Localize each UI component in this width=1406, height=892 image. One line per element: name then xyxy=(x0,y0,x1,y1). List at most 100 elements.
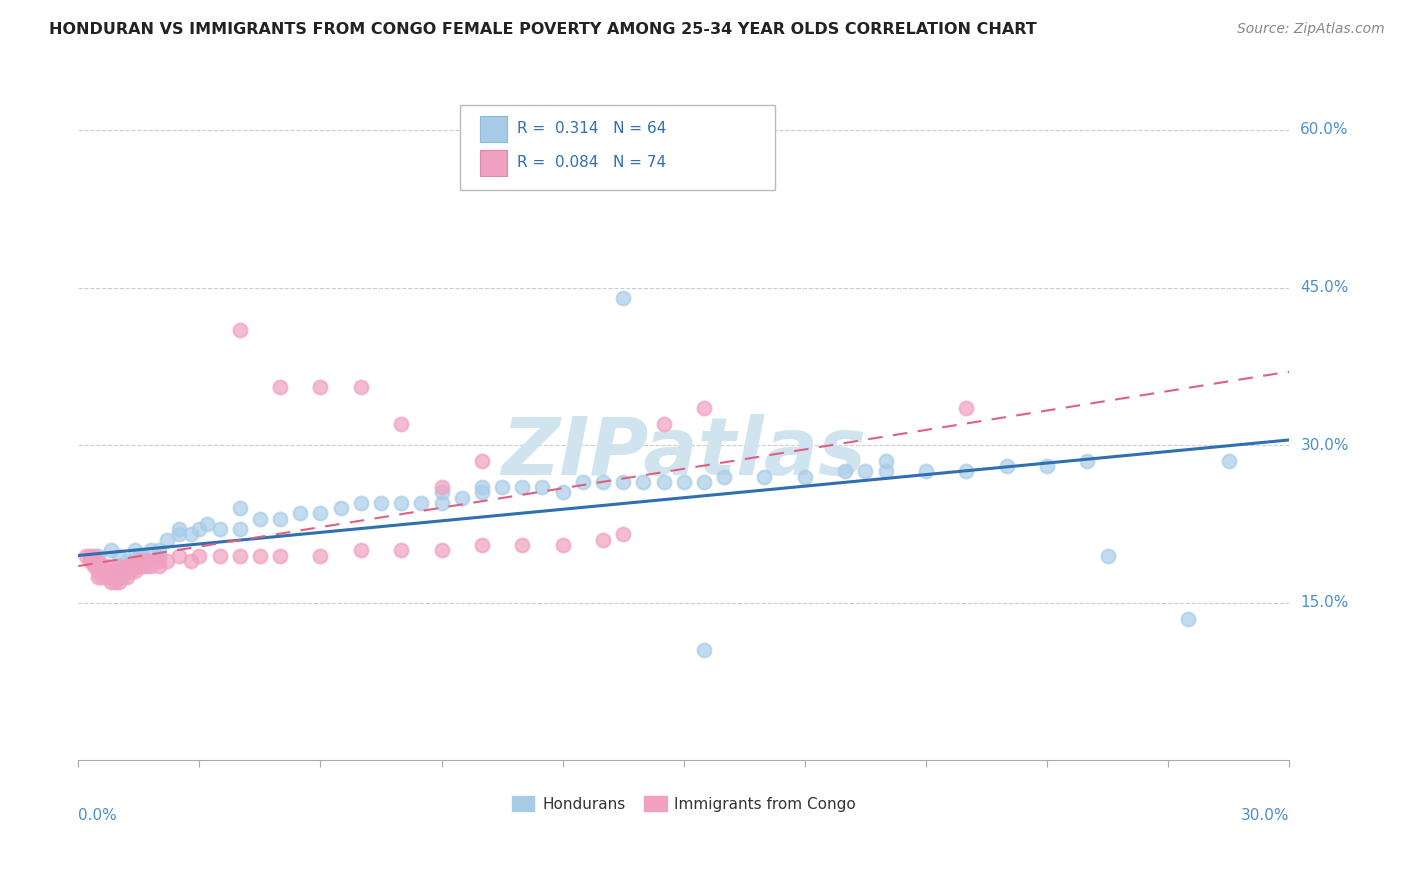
Point xyxy=(693,138,716,153)
Point xyxy=(995,459,1018,474)
Point xyxy=(612,527,634,541)
Point xyxy=(491,480,513,494)
Point xyxy=(135,554,157,568)
Point xyxy=(510,538,533,552)
Point xyxy=(100,574,122,589)
Point xyxy=(229,522,252,536)
Text: HONDURAN VS IMMIGRANTS FROM CONGO FEMALE POVERTY AMONG 25-34 YEAR OLDS CORRELATI: HONDURAN VS IMMIGRANTS FROM CONGO FEMALE… xyxy=(49,22,1038,37)
Point xyxy=(612,475,634,489)
Point xyxy=(115,554,138,568)
Point xyxy=(389,496,412,510)
Point xyxy=(633,475,655,489)
Point xyxy=(672,475,695,489)
Point xyxy=(124,543,146,558)
Point xyxy=(309,507,332,521)
Point xyxy=(115,564,138,578)
Point xyxy=(713,469,735,483)
Bar xyxy=(481,150,508,176)
Point xyxy=(83,559,105,574)
Point xyxy=(875,465,897,479)
Point xyxy=(148,543,170,558)
Point xyxy=(100,564,122,578)
Point xyxy=(107,559,129,574)
Point xyxy=(107,574,129,589)
Point xyxy=(1076,454,1098,468)
Point xyxy=(430,543,453,558)
Point xyxy=(370,496,392,510)
Point xyxy=(430,485,453,500)
Point xyxy=(128,559,150,574)
Point xyxy=(269,380,291,394)
Point xyxy=(208,549,231,563)
Point xyxy=(1036,459,1059,474)
Point xyxy=(551,538,574,552)
Point xyxy=(107,569,129,583)
Point xyxy=(148,554,170,568)
Point xyxy=(754,469,776,483)
Text: R =  0.084   N = 74: R = 0.084 N = 74 xyxy=(516,155,666,170)
Point xyxy=(156,533,179,547)
Point xyxy=(1177,611,1199,625)
Point xyxy=(96,559,118,574)
Point xyxy=(471,454,494,468)
FancyBboxPatch shape xyxy=(460,104,775,190)
Point xyxy=(167,527,190,541)
Text: 30.0%: 30.0% xyxy=(1240,808,1289,823)
Point xyxy=(188,549,211,563)
Point xyxy=(249,549,271,563)
Point xyxy=(229,501,252,516)
Point xyxy=(875,454,897,468)
Point xyxy=(693,475,716,489)
Point xyxy=(572,475,595,489)
Point xyxy=(120,564,142,578)
Point xyxy=(124,559,146,574)
Point xyxy=(510,480,533,494)
Point xyxy=(471,480,494,494)
Point xyxy=(411,496,433,510)
Point xyxy=(91,559,114,574)
Point xyxy=(128,554,150,568)
Point xyxy=(180,527,202,541)
Point xyxy=(104,569,127,583)
Point xyxy=(107,564,129,578)
Point xyxy=(111,569,134,583)
Point xyxy=(132,554,155,568)
Point xyxy=(148,549,170,563)
Text: 60.0%: 60.0% xyxy=(1301,122,1348,137)
Point xyxy=(79,554,101,568)
Legend: Hondurans, Immigrants from Congo: Hondurans, Immigrants from Congo xyxy=(505,789,862,818)
Point xyxy=(471,485,494,500)
Point xyxy=(430,480,453,494)
Point xyxy=(135,559,157,574)
Point xyxy=(100,569,122,583)
Point xyxy=(128,554,150,568)
Point xyxy=(167,522,190,536)
Text: Source: ZipAtlas.com: Source: ZipAtlas.com xyxy=(1237,22,1385,37)
Point xyxy=(83,554,105,568)
Point xyxy=(389,543,412,558)
Point xyxy=(1218,454,1240,468)
Point xyxy=(350,380,373,394)
Point xyxy=(834,465,856,479)
Point xyxy=(853,465,876,479)
Point xyxy=(290,507,312,521)
Point xyxy=(83,549,105,563)
Point xyxy=(124,564,146,578)
Point xyxy=(652,417,675,432)
Point xyxy=(531,480,554,494)
Point xyxy=(139,543,162,558)
Point xyxy=(471,538,494,552)
Point xyxy=(111,564,134,578)
Point xyxy=(350,496,373,510)
Point xyxy=(87,559,110,574)
Point xyxy=(693,643,716,657)
Point xyxy=(350,543,373,558)
Point xyxy=(115,569,138,583)
Point xyxy=(79,549,101,563)
Point xyxy=(167,549,190,563)
Point xyxy=(120,559,142,574)
Point xyxy=(128,549,150,563)
Text: ZIPatlas: ZIPatlas xyxy=(502,414,866,492)
Point xyxy=(309,549,332,563)
Point xyxy=(156,554,179,568)
